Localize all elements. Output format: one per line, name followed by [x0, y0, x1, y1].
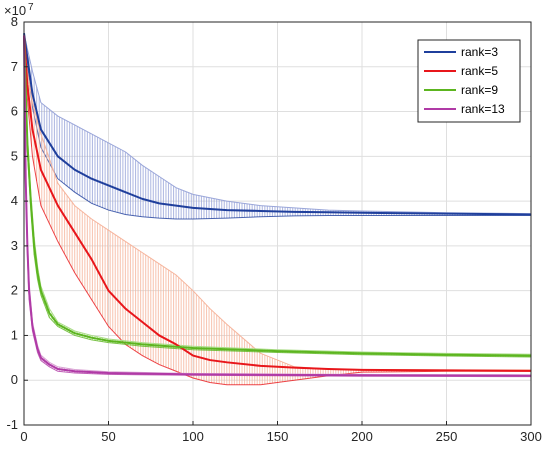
x-tick-label: 250 — [436, 429, 458, 444]
legend: rank=3 rank=5 rank=9 rank=13 — [417, 39, 521, 123]
y-exponent-label: ×10 7 — [4, 2, 34, 18]
y-exponent-base: ×10 — [4, 3, 26, 18]
series-line-rank-13 — [23, 35, 532, 377]
x-tick-label: 0 — [20, 429, 27, 444]
y-tick-label: 2 — [11, 283, 18, 298]
x-tick-label: 200 — [351, 429, 373, 444]
y-tick-label: 6 — [11, 104, 18, 119]
x-tick-label: 150 — [267, 429, 289, 444]
y-tick-label: 4 — [11, 193, 18, 208]
y-exponent-power: 7 — [28, 2, 34, 13]
y-tick-label: -1 — [6, 417, 18, 432]
series-line-rank-9 — [23, 35, 532, 357]
x-tick-label: 300 — [520, 429, 542, 444]
legend-label: rank=3 — [461, 45, 498, 59]
y-tick-label: 0 — [11, 372, 18, 387]
legend-label: rank=9 — [461, 83, 498, 97]
series-line-rank-3 — [23, 33, 532, 216]
y-tick-label: 7 — [11, 59, 18, 74]
series-line-rank-5 — [23, 35, 532, 372]
y-tick-label: 1 — [11, 327, 18, 342]
x-tick-label: 100 — [182, 429, 204, 444]
y-tick-label: 5 — [11, 148, 18, 163]
band-lower-edge — [23, 35, 531, 386]
legend-label: rank=13 — [461, 102, 505, 116]
legend-label: rank=5 — [461, 64, 498, 78]
line-layer — [23, 33, 532, 377]
x-tick-label: 50 — [101, 429, 115, 444]
y-tick-label: 8 — [11, 14, 18, 29]
y-tick-label: 3 — [11, 238, 18, 253]
band-lower-edge — [23, 33, 531, 220]
band-upper-edge — [23, 33, 532, 215]
